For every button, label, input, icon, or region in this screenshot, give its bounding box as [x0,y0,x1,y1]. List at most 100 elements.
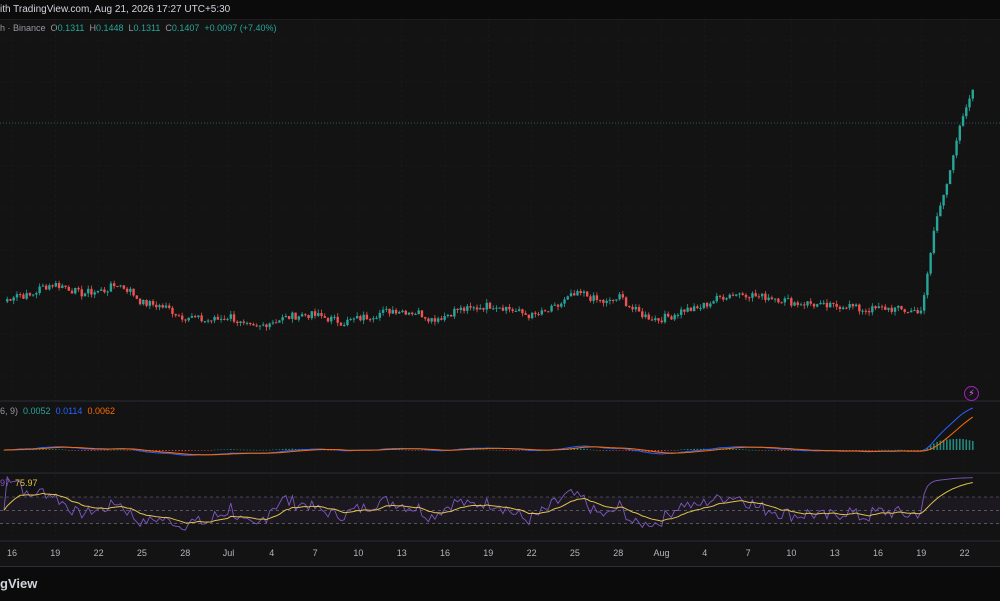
candle-body [216,316,220,320]
macd-histogram-bar [871,450,874,451]
candle-body [806,301,809,306]
macd-histogram-bar [226,449,229,450]
macd-histogram-bar [764,450,767,451]
candle-body [582,291,586,294]
candle-body [903,309,906,312]
candle-body [90,288,93,295]
candle-body [611,299,615,301]
lightning-icon[interactable]: ⚡ [964,386,979,401]
candle-body [900,306,903,310]
candle-body [67,286,70,291]
candle-body [501,307,505,311]
macd-histogram-bar [255,449,258,451]
macd-histogram-bar [644,450,647,452]
candle-body [884,306,887,310]
macd-histogram-bar [910,450,912,451]
candle-body [19,294,22,296]
macd-histogram-bar [518,450,520,451]
candle-body [77,287,80,290]
candle-body [242,321,245,323]
rsi-pane [0,475,1000,531]
macd-histogram-bar [732,448,734,450]
candle-body [213,316,216,321]
candle-body [751,293,754,298]
candle-body [44,285,48,290]
candle-body [576,291,579,296]
macd-histogram-bar [887,449,890,451]
price-chart[interactable]: 16 19 22 25 28 Jul 4 7 10 13 16 19 22 25 28 Aug 4 7 10 13 16… [0,0,1000,566]
candle-body [598,299,602,301]
candle-body [589,296,592,301]
candle-body [28,293,32,296]
macd-histogram-bar [784,450,786,451]
candle-body [258,325,262,327]
candle-body [735,294,738,296]
candle-body [281,317,284,321]
candle-body [641,311,644,318]
rsi-legend: 97 75.97 [0,478,38,488]
candle-body [112,283,116,286]
candle-body [365,314,369,320]
candle-body [958,125,961,141]
low-value: 0.1311 [133,23,161,33]
candle-body [87,288,90,294]
macd-histogram-bar [586,449,588,450]
candle-body [394,309,398,314]
macd-histogram-bar [761,450,763,451]
macd-legend: 6, 9) 0.0052 0.0114 0.0062 [0,406,115,416]
candle-body [955,140,958,156]
candle-body [262,324,265,326]
close-value: 0.1407 [171,23,200,33]
candle-body [647,314,650,320]
tradingview-logo[interactable]: gView [0,576,38,591]
candle-body [22,294,25,299]
macd-params: 6, 9) [0,406,19,416]
candle-body [679,309,683,315]
candle-body [738,293,741,295]
macd-histogram-bar [573,448,576,450]
rsi-value: 97 [0,478,11,488]
macd-histogram-bar [667,450,669,451]
candle-body [825,302,829,308]
candle-body [249,322,252,325]
macd-histogram-bar [861,450,864,451]
macd-histogram-bar [217,449,219,451]
time-tick-label: Aug [653,548,669,558]
candle-body [731,294,735,296]
candle-body [469,306,472,308]
candle-body [187,317,190,321]
macd-histogram-bar [395,449,397,451]
macd-histogram-bar [210,450,213,451]
candle-body [728,294,731,299]
candle-body [948,170,952,185]
macd-histogram-bar [952,439,955,450]
candle-body [961,116,965,126]
low-label: L [128,23,134,33]
macd-histogram-bar [583,448,585,450]
macd-histogram-bar [84,450,86,451]
candle-body [25,293,28,299]
macd-histogram-bar [197,450,200,451]
candle-body [181,315,184,320]
candle-body [103,289,106,293]
candle-body [835,303,838,307]
candle-body [38,286,41,294]
candle-body [148,301,151,306]
macd-histogram-bar [576,448,579,450]
candle-body [667,313,670,317]
candle-body [845,307,848,309]
candle-body [462,307,466,311]
macd-histogram-bar [421,450,423,451]
candle-body [618,294,621,300]
macd-histogram-bar [968,440,971,450]
candle-body [291,312,294,319]
candle-body [935,216,939,231]
macd-histogram-bar [233,449,235,450]
candle-body [530,312,534,319]
candle-body [326,317,330,322]
candle-body [540,310,544,315]
candle-body [343,325,346,327]
candle-body [57,283,61,288]
macd-histogram-bar [165,450,167,451]
candle-body [349,319,352,321]
